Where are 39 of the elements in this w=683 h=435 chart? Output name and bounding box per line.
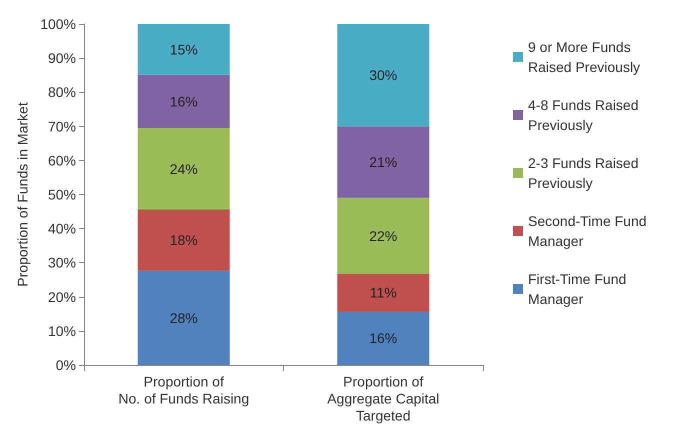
data-label: 22%	[369, 228, 398, 244]
bar	[138, 210, 230, 271]
bar	[337, 24, 430, 126]
y-tick-label: 80%	[48, 84, 76, 100]
data-label: 21%	[369, 154, 398, 170]
y-tick-label: 70%	[48, 118, 76, 134]
y-tick-label: 100%	[40, 16, 76, 32]
y-tick-label: 40%	[48, 220, 76, 237]
legend-label: First-Time Fund Manager	[528, 271, 630, 307]
data-label: 18%	[170, 232, 198, 248]
data-label: 28%	[170, 310, 198, 326]
data-label: 16%	[369, 330, 398, 346]
data-label: 16%	[170, 93, 198, 110]
y-tick-label: 60%	[48, 152, 76, 168]
y-tick-label: 20%	[48, 288, 76, 305]
bar	[138, 270, 230, 365]
data-label: 15%	[170, 41, 198, 58]
y-tick-label: 30%	[48, 254, 76, 271]
bar	[337, 311, 430, 365]
y-tick-label: 50%	[48, 186, 76, 202]
bar	[138, 74, 230, 128]
bar	[138, 24, 230, 75]
x-tick-label: Proportion of Aggregate Capital Targeted	[327, 374, 440, 424]
x-tick-label: Proportion of No. of Funds Raising	[118, 374, 250, 406]
bar	[337, 126, 430, 198]
bar	[337, 274, 430, 312]
legend-label: 2-3 Funds Raised Previously	[528, 155, 642, 191]
legend-label: 4-8 Funds Raised Previously	[528, 97, 642, 133]
legend-label: Second-Time Fund Manager	[528, 213, 650, 249]
y-tick-label: 0%	[56, 357, 76, 373]
y-tick-label: 10%	[48, 322, 76, 339]
y-tick-label: 90%	[48, 50, 76, 66]
bar	[138, 128, 230, 210]
legend-label: 9 or More Funds Raised Previously	[528, 39, 640, 75]
data-label: 30%	[369, 67, 398, 84]
data-label: 11%	[370, 284, 397, 301]
y-axis-title: Proportion of Funds in Market	[14, 102, 30, 287]
data-label: 24%	[170, 160, 198, 177]
bar	[337, 198, 430, 274]
